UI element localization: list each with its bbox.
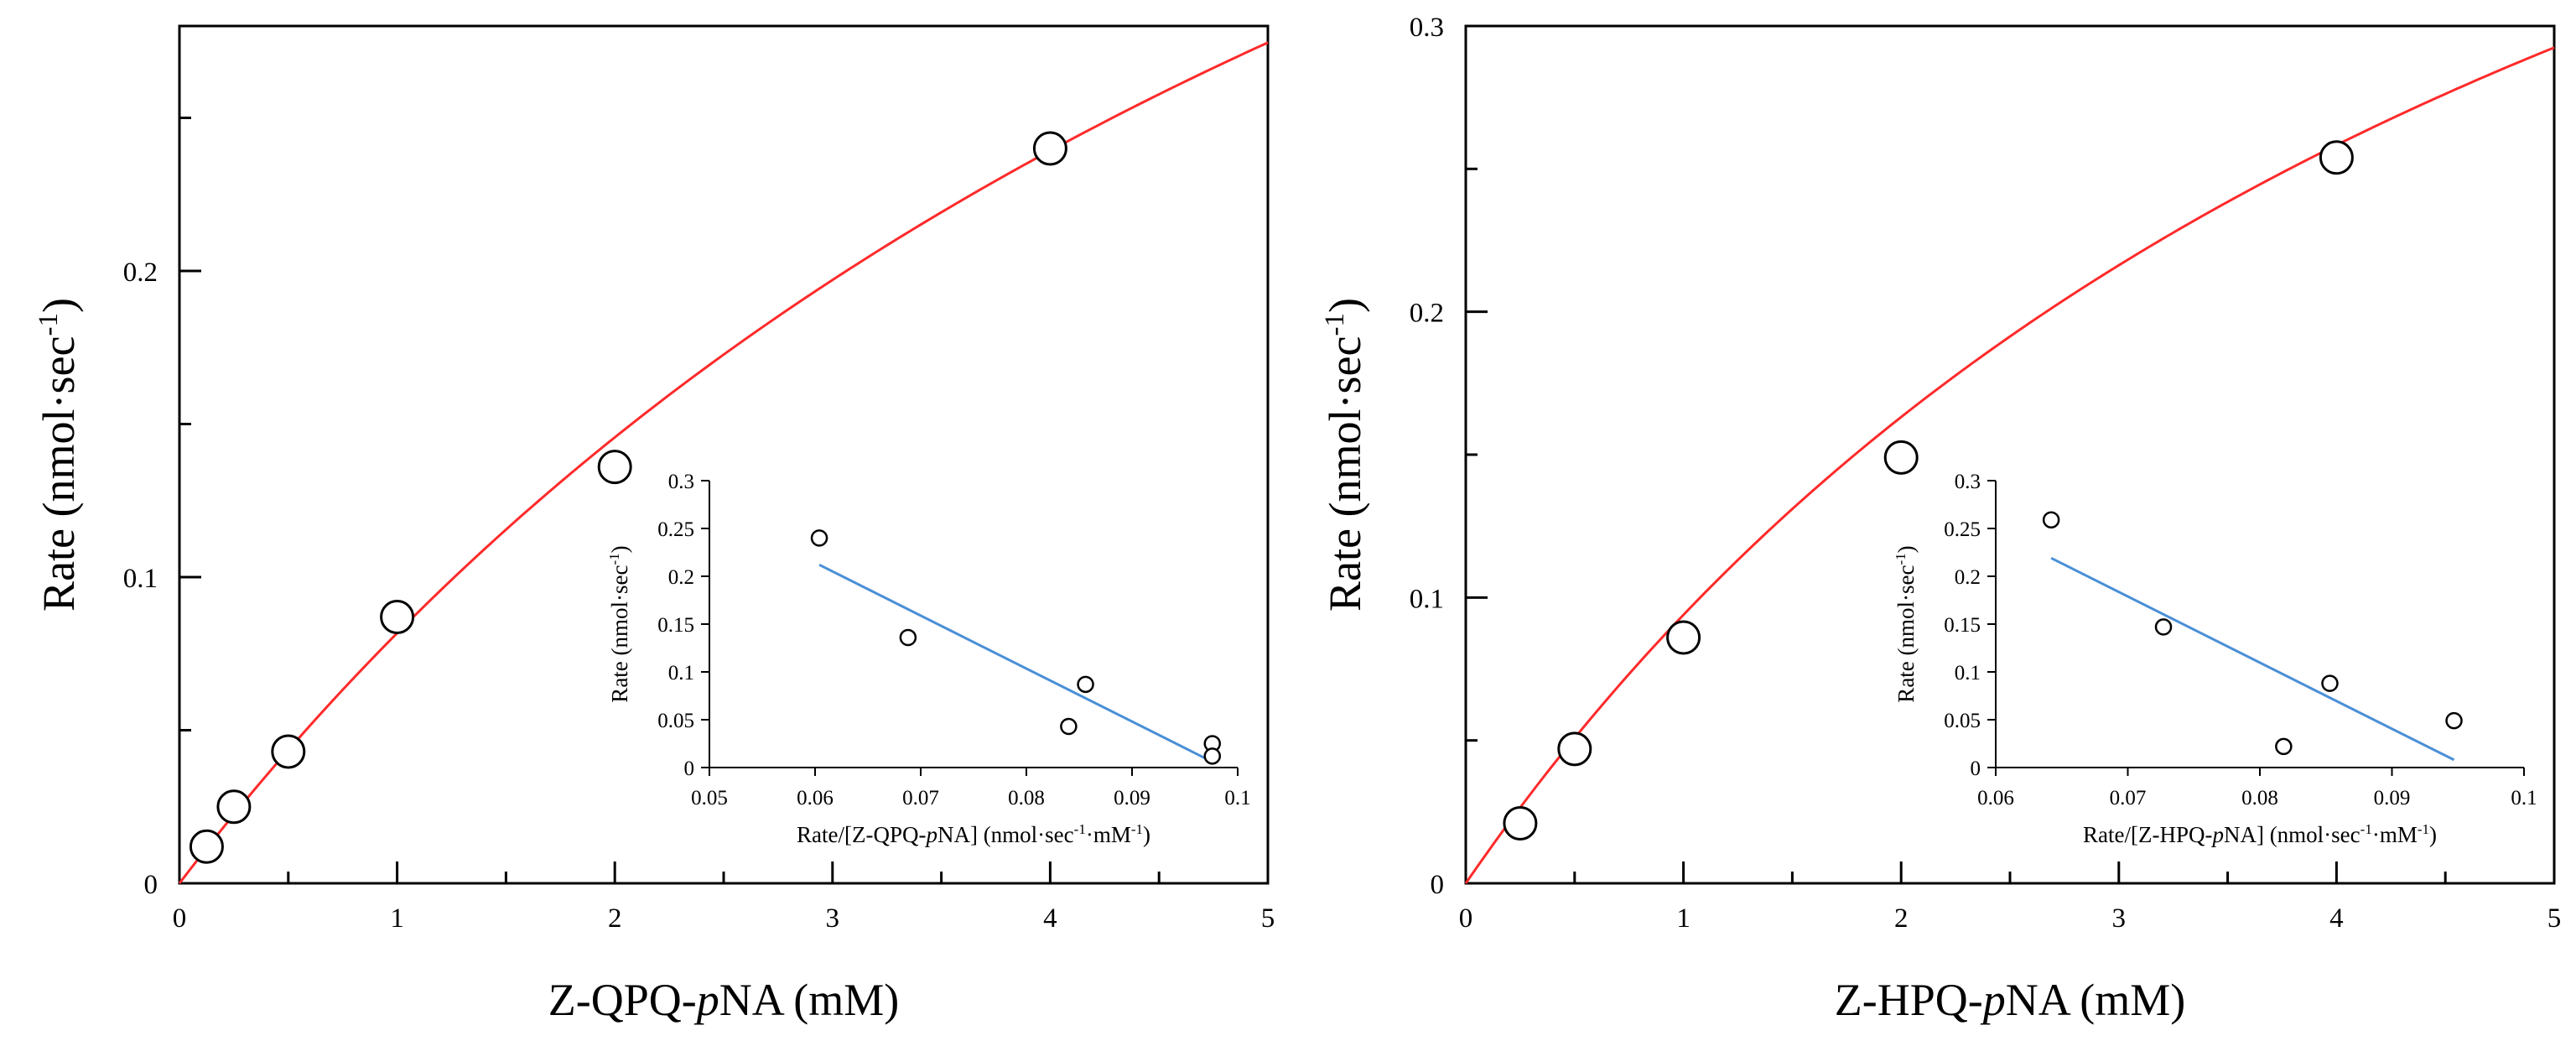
inset-data-point (2042, 511, 2060, 528)
data-point (271, 734, 306, 769)
x-tick-label: 1 (390, 903, 404, 934)
y-axis-title: Rate (nmol·sec-1) (1320, 298, 1370, 612)
y-axis-title: Rate (nmol·sec-1) (34, 298, 84, 612)
inset-x-tick-label: 0.07 (2110, 787, 2147, 809)
y-tick-label: 0.1 (123, 564, 158, 594)
plot-frame (178, 24, 1270, 885)
x-tick-label: 5 (1261, 903, 1275, 934)
data-point (1032, 131, 1067, 166)
inset-data-point (2154, 618, 2173, 636)
data-point (1503, 805, 1538, 841)
inset-x-tick-label: 0.09 (2374, 787, 2411, 809)
inset-plot: 0.05 0.06 0.07 0.08 0.09 0.1 0 0.05 0.1 0.15 0.2 0.… (606, 471, 1251, 847)
fit-curve (178, 41, 1269, 884)
y-tick-label: 0.1 (1410, 584, 1444, 614)
y-tick-label: 0.2 (123, 258, 158, 288)
inset-x-tick-label: 0.1 (1224, 787, 1250, 809)
inset-data-point (810, 529, 828, 547)
plot-frame (1464, 24, 2556, 885)
x-tick-label: 3 (826, 903, 840, 934)
inset-data-point (1060, 717, 1078, 736)
x-tick-label: 1 (1676, 903, 1690, 934)
data-point (1557, 731, 1592, 767)
inset-data-point (2445, 711, 2463, 730)
inset-y-tick-label: 0 (684, 757, 695, 780)
inset-y-tick-label: 0.25 (657, 518, 694, 541)
inset-x-axis-title: Rate/[Z-QPQ-pNA] (nmol·sec-1·mM-1) (797, 821, 1150, 847)
x-tick-label: 5 (2547, 903, 2562, 934)
x-axis-title: Z-HPQ-pNA (mM) (1835, 975, 2185, 1025)
inset-y-tick-label: 0.2 (1955, 566, 1981, 589)
inset-y-tick-label: 0.1 (1955, 662, 1981, 684)
fit-curve (1464, 46, 2555, 884)
inset-data-point (2275, 737, 2293, 756)
inset-data-point (2321, 674, 2339, 692)
inset-plot: 0.06 0.07 0.08 0.09 0.1 0 0.05 0.1 0.15 0.2 0.25 0.… (1893, 471, 2537, 847)
inset-data-point (899, 628, 917, 647)
inset-x-axis-title: Rate/[Z-HPQ-pNA] (nmol·sec-1·mM-1) (2083, 821, 2437, 847)
x-axis-title: Z-QPQ-pNA (mM) (548, 975, 899, 1025)
data-point (380, 599, 415, 634)
inset-x-tick-label: 0.1 (2511, 787, 2537, 809)
left-chart: 0 1 2 3 4 5 0 0.1 0.2 Z-QPQ-pNA (mM) Rate (nmol·se… (34, 24, 1275, 1025)
inset-y-tick-label: 0.05 (1944, 710, 1981, 732)
inset-x-tick-label: 0.06 (797, 787, 834, 809)
data-point (216, 789, 252, 825)
inset-regression-line (2050, 556, 2455, 762)
inset-y-tick-label: 0.25 (1944, 518, 1981, 541)
inset-y-tick-label: 0.3 (668, 471, 694, 493)
x-tick-label: 4 (2329, 903, 2344, 934)
x-tick-label: 4 (1043, 903, 1057, 934)
inset-x-tick-label: 0.05 (691, 787, 728, 809)
inset-x-tick-label: 0.08 (1008, 787, 1045, 809)
y-tick-label: 0 (144, 870, 158, 900)
x-tick-label: 2 (1894, 903, 1909, 934)
inset-y-tick-label: 0.3 (1955, 471, 1981, 493)
inset-x-tick-label: 0.07 (902, 787, 939, 809)
x-tick-label: 0 (1459, 903, 1473, 934)
x-tick-label: 3 (2112, 903, 2127, 934)
data-point (189, 829, 224, 864)
inset-y-tick-label: 0.1 (668, 662, 694, 684)
inset-x-tick-label: 0.08 (2241, 787, 2278, 809)
y-tick-label: 0.3 (1410, 13, 1444, 43)
y-tick-label: 0.2 (1410, 299, 1444, 329)
x-tick-label: 2 (608, 903, 622, 934)
data-point (2319, 140, 2354, 175)
inset-y-tick-label: 0.2 (668, 566, 694, 589)
inset-y-axis-title: Rate (nmol·sec-1) (606, 545, 632, 702)
inset-y-axis-title: Rate (nmol·sec-1) (1893, 545, 1919, 702)
x-tick-label: 0 (173, 903, 187, 934)
y-tick-label: 0 (1431, 870, 1445, 900)
inset-data-point (1077, 675, 1094, 694)
inset-y-tick-label: 0.15 (657, 614, 694, 637)
inset-y-tick-label: 0 (1971, 757, 1981, 780)
inset-x-tick-label: 0.09 (1114, 787, 1150, 809)
inset-y-tick-label: 0.05 (657, 710, 694, 732)
inset-y-tick-label: 0.15 (1944, 614, 1981, 637)
data-point (1666, 620, 1701, 655)
inset-x-tick-label: 0.06 (1977, 787, 2014, 809)
right-chart: 0 1 2 3 4 5 0 0.1 0.2 0.3 Z-HPQ-pNA (mM) Rate (nmol… (1320, 13, 2561, 1025)
data-point (597, 450, 632, 485)
inset-data-point (1203, 747, 1222, 765)
data-point (1883, 440, 1919, 475)
inset-regression-line (818, 563, 1213, 763)
